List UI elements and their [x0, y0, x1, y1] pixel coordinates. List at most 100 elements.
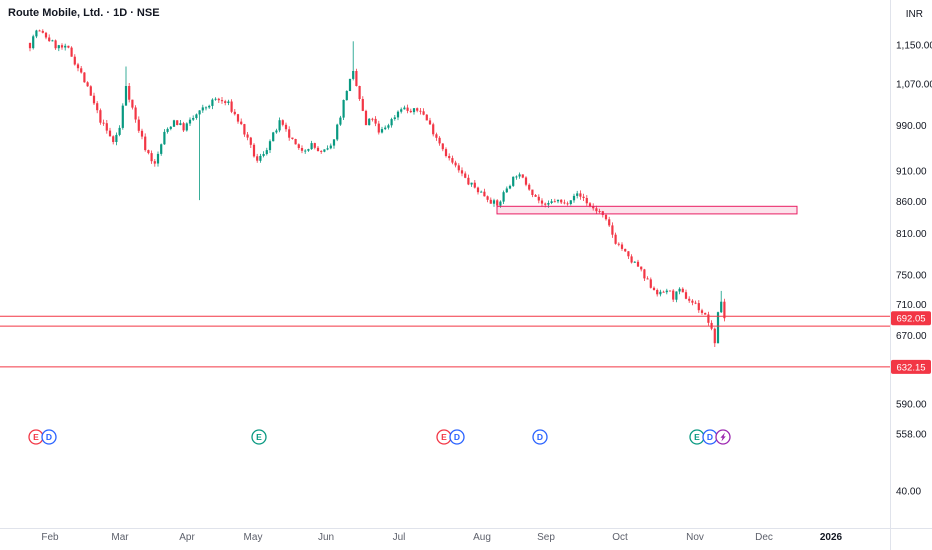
candle-body: [400, 109, 403, 112]
candle-body: [480, 191, 483, 193]
candle-body: [339, 117, 342, 125]
candle-body: [96, 103, 99, 111]
candle-body: [76, 64, 80, 69]
earnings-event-badge[interactable]: E: [28, 429, 44, 445]
candle-body: [454, 162, 457, 166]
candle-body: [531, 189, 534, 195]
dividend-event-badge[interactable]: D: [41, 429, 57, 445]
candle-body: [508, 185, 512, 189]
month-label: Nov: [686, 532, 704, 543]
candle-body: [502, 192, 505, 202]
candle-body: [108, 130, 112, 137]
candle-body: [28, 42, 32, 49]
rectangle-drawing[interactable]: [496, 205, 798, 215]
candle-body: [140, 130, 144, 137]
price-tick-label: 710.00: [896, 300, 927, 311]
candle-body: [188, 119, 192, 124]
candle-body: [588, 203, 592, 207]
candle-body: [348, 78, 352, 91]
candle-body: [246, 134, 249, 138]
time-axis[interactable]: Feb Mar Apr May Jun Jul Aug Sep Oct Nov Dec 2026: [41, 532, 842, 543]
candle-body: [35, 30, 38, 37]
candle-body: [416, 108, 419, 111]
earnings-event-badge[interactable]: E: [689, 429, 705, 445]
split-event-badge[interactable]: [715, 429, 731, 445]
price-tick-label: 558.00: [896, 430, 927, 441]
event-letter: E: [694, 432, 700, 442]
candle-body: [265, 150, 268, 154]
symbol-legend[interactable]: Route Mobile, Ltd. · 1D · NSE: [8, 7, 160, 19]
candle-body: [601, 211, 604, 215]
price-tick-label: 910.00: [896, 166, 927, 177]
candle-body: [44, 32, 48, 38]
price-line-badge: 632.15: [891, 359, 931, 374]
candle-body: [688, 298, 691, 301]
candle-body: [694, 302, 697, 304]
candle-body: [195, 114, 198, 118]
candle-body: [329, 145, 332, 149]
candle-body: [518, 174, 521, 177]
candle-body: [464, 173, 467, 178]
dividend-event-badge[interactable]: D: [532, 429, 548, 445]
earnings-event-badge[interactable]: E: [251, 429, 267, 445]
candle-body: [112, 136, 115, 142]
candle-body: [249, 137, 252, 145]
candle-body: [156, 153, 160, 164]
candle-body: [537, 196, 540, 201]
candle-body: [310, 143, 313, 150]
candle-body: [313, 143, 316, 148]
candle-body: [268, 141, 272, 151]
candle-body: [83, 72, 86, 83]
candle-body: [259, 155, 262, 161]
candle-body: [128, 86, 131, 100]
candle-body: [41, 30, 44, 33]
candle-body: [684, 292, 688, 299]
earnings-event-badge[interactable]: E: [436, 429, 452, 445]
candle-body: [617, 243, 620, 245]
price-axis[interactable]: 1,150.00 1,070.00 990.00 910.00 860.00 810.00…: [891, 41, 932, 498]
candle-body: [560, 199, 563, 203]
candle-body: [99, 110, 102, 123]
candle-body: [553, 201, 556, 203]
candle-body: [160, 144, 163, 154]
price-tick-label: 590.00: [896, 400, 927, 411]
candle-body: [230, 101, 233, 112]
candle-body: [208, 105, 211, 108]
candle-body: [576, 193, 579, 196]
candle-body: [691, 300, 694, 303]
candle-body: [662, 291, 665, 293]
candle-body: [438, 137, 441, 144]
candle-body: [240, 121, 243, 125]
candle-body: [476, 187, 480, 193]
price-tick-label: 40.00: [896, 487, 921, 498]
candle-body: [217, 98, 220, 101]
price-badge-label: 632.15: [896, 362, 925, 373]
month-label: Apr: [179, 532, 195, 543]
dividend-event-badge[interactable]: D: [702, 429, 718, 445]
candle-body: [73, 56, 76, 65]
candle-body: [320, 151, 323, 152]
candle-body: [406, 107, 409, 111]
candle-body: [496, 200, 499, 206]
candle-body: [57, 45, 60, 49]
candle-body: [60, 45, 64, 48]
candle-body: [470, 182, 473, 185]
price-tick-label: 810.00: [896, 229, 927, 240]
candle-body: [342, 100, 345, 118]
candle-body: [272, 132, 275, 142]
candle-body: [163, 131, 166, 145]
candle-body: [172, 120, 176, 127]
candle-body: [595, 208, 598, 212]
candle-body: [630, 256, 633, 263]
candle-body: [524, 177, 528, 185]
candlestick-series: [28, 29, 726, 347]
candle-body: [473, 182, 476, 188]
candle-body: [620, 244, 624, 249]
candle-body: [89, 86, 92, 96]
dividend-event-badge[interactable]: D: [449, 429, 465, 445]
candle-body: [361, 99, 364, 111]
candle-body: [336, 124, 339, 140]
lightning-icon: [720, 432, 726, 442]
